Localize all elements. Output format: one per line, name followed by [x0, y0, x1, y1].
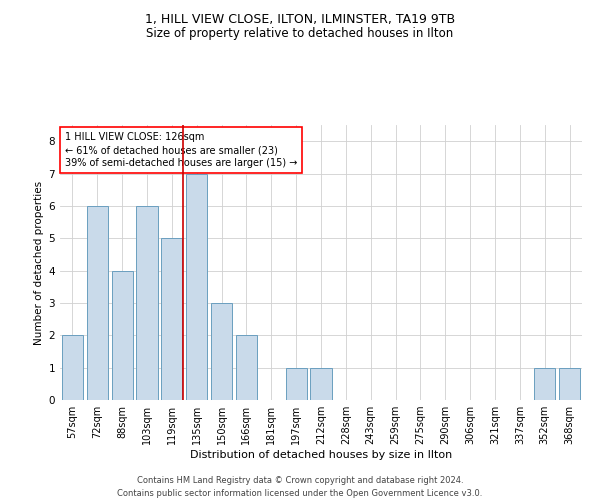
Bar — [186, 174, 207, 400]
X-axis label: Distribution of detached houses by size in Ilton: Distribution of detached houses by size … — [190, 450, 452, 460]
Text: 1 HILL VIEW CLOSE: 126sqm
← 61% of detached houses are smaller (23)
39% of semi-: 1 HILL VIEW CLOSE: 126sqm ← 61% of detac… — [65, 132, 298, 168]
Bar — [559, 368, 580, 400]
Text: Size of property relative to detached houses in Ilton: Size of property relative to detached ho… — [146, 28, 454, 40]
Bar — [161, 238, 182, 400]
Text: 1, HILL VIEW CLOSE, ILTON, ILMINSTER, TA19 9TB: 1, HILL VIEW CLOSE, ILTON, ILMINSTER, TA… — [145, 12, 455, 26]
Bar — [136, 206, 158, 400]
Bar — [62, 336, 83, 400]
Bar — [534, 368, 555, 400]
Y-axis label: Number of detached properties: Number of detached properties — [34, 180, 44, 344]
Text: Contains HM Land Registry data © Crown copyright and database right 2024.
Contai: Contains HM Land Registry data © Crown c… — [118, 476, 482, 498]
Bar — [236, 336, 257, 400]
Bar — [310, 368, 332, 400]
Bar — [112, 270, 133, 400]
Bar — [286, 368, 307, 400]
Bar — [211, 303, 232, 400]
Bar — [87, 206, 108, 400]
